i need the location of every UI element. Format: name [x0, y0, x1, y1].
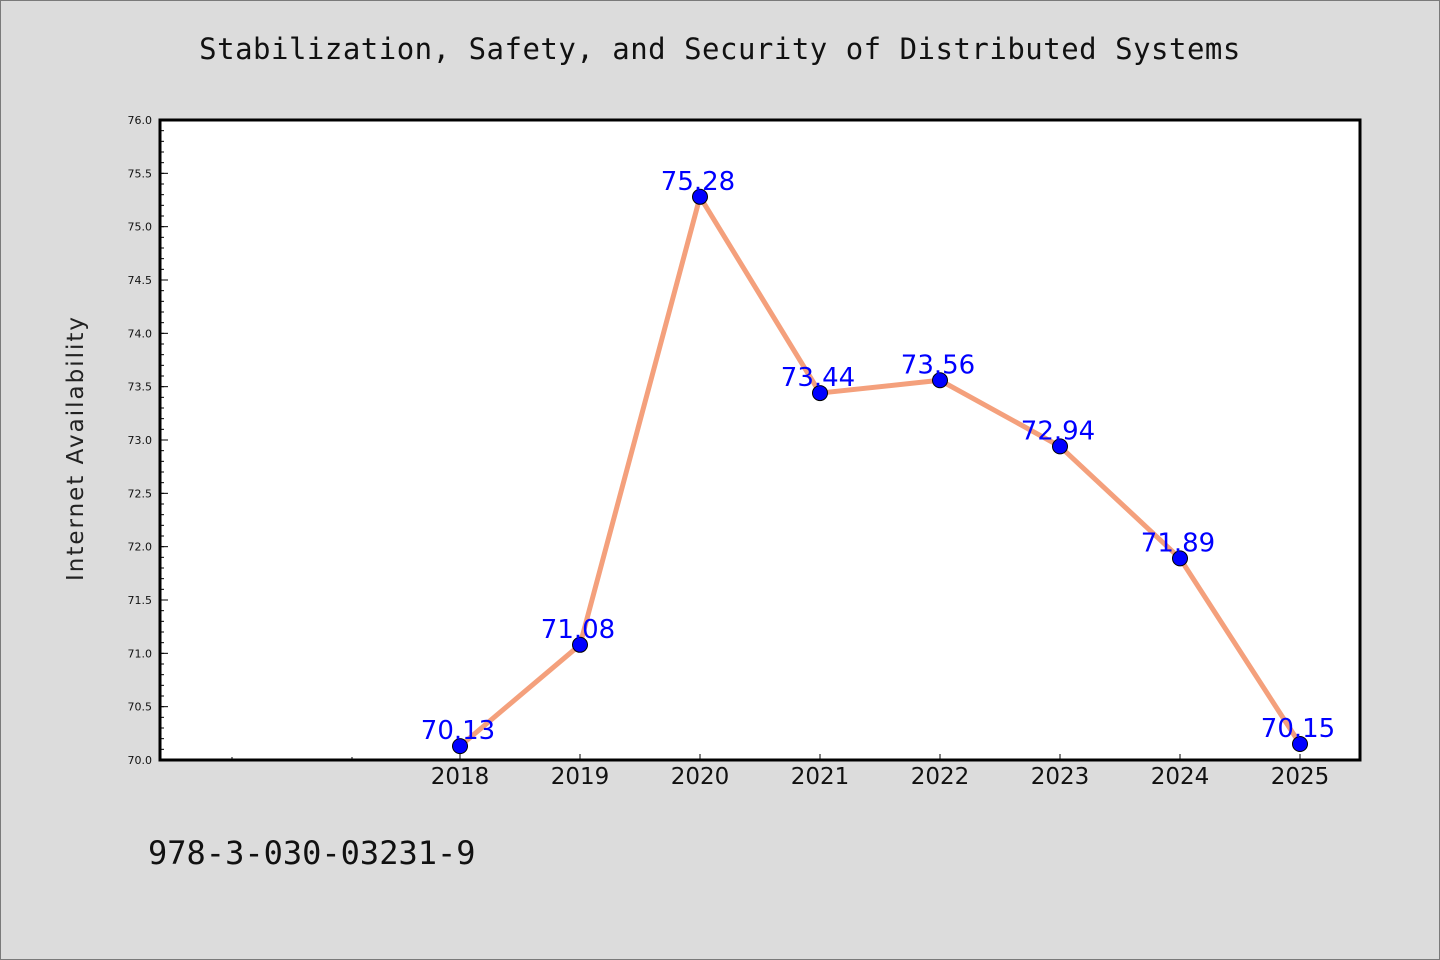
x-tick-label: 2020 — [671, 764, 730, 790]
chart-title: Stabilization, Safety, and Security of D… — [199, 32, 1241, 66]
data-point — [452, 738, 468, 755]
data-point — [1292, 736, 1308, 752]
data-point — [572, 636, 588, 653]
x-tick-label: 2023 — [1031, 764, 1090, 790]
x-tick-label: 2018 — [431, 764, 490, 790]
y-tick-label: 70.0 — [128, 754, 153, 767]
y-tick-label: 72.0 — [128, 541, 153, 554]
y-tick-label: 71.5 — [128, 594, 153, 607]
y-tick-label: 71.0 — [128, 647, 153, 660]
x-tick-label: 2021 — [791, 764, 850, 790]
x-tick-label: 2022 — [911, 764, 970, 790]
x-tick-label: 2025 — [1271, 764, 1330, 790]
plot-area — [160, 120, 1360, 760]
series-line — [457, 194, 1303, 749]
data-label: 71.89 — [1141, 528, 1215, 558]
x-ticks: 2018 2019 2020 2021 2022 2023 2024 2025 — [231, 754, 1330, 790]
x-tick-label: 2019 — [551, 764, 610, 790]
y-tick-label: 73.0 — [128, 434, 153, 447]
plot-border — [158, 118, 1362, 762]
isbn-text: 978-3-030-03231-9 — [148, 834, 476, 872]
y-tick-label: 75.0 — [128, 221, 153, 234]
y-tick-label: 73.5 — [128, 381, 153, 394]
series-points-group — [452, 188, 1308, 755]
data-label: 73.56 — [901, 350, 975, 380]
data-point — [1052, 438, 1068, 455]
data-point — [812, 385, 828, 402]
data-point — [932, 372, 948, 389]
data-point — [1172, 550, 1188, 567]
y-major-ticks: 70.0 70.5 71.0 71.5 72.0 72.5 73.0 73.5 74.0 74.5… — [128, 114, 168, 767]
x-tick-label: 2024 — [1151, 764, 1210, 790]
y-tick-label: 70.5 — [128, 701, 153, 714]
data-label: 73.44 — [781, 363, 855, 393]
y-tick-label: 72.5 — [128, 487, 153, 500]
y-tick-label: 74.0 — [128, 327, 153, 340]
data-label: 72.94 — [1021, 416, 1095, 446]
y-tick-label: 74.5 — [128, 274, 153, 287]
data-point — [692, 188, 708, 205]
y-tick-label: 75.5 — [128, 167, 153, 180]
data-label: 70.13 — [421, 716, 495, 746]
series-line-group — [457, 194, 1303, 749]
data-label: 70.15 — [1261, 714, 1335, 744]
data-label: 75.28 — [661, 167, 735, 197]
y-tick-label: 76.0 — [128, 114, 153, 127]
point-labels-group: 70.13 71.08 75.28 73.44 73.56 72.94 71.89 70.15 — [421, 167, 1335, 746]
data-label: 71.08 — [541, 615, 615, 645]
